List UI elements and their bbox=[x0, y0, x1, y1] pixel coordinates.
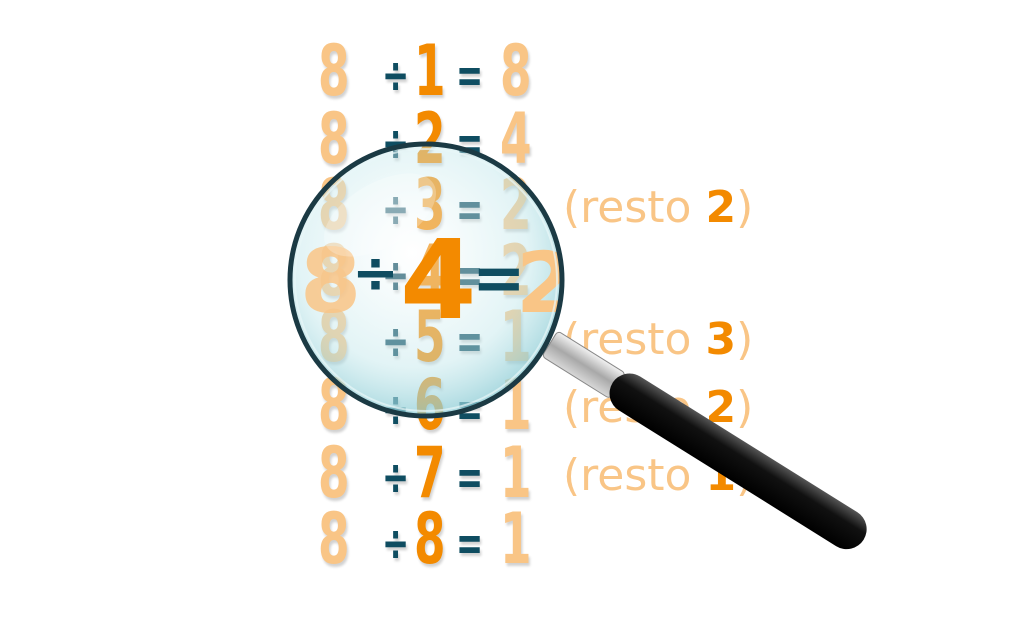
divisor-digit: 7 bbox=[414, 432, 446, 514]
divisor-digit: 8 bbox=[414, 498, 446, 580]
divide-sign: ÷ bbox=[382, 448, 410, 506]
remainder-label: (resto bbox=[563, 450, 706, 501]
magnified-quotient: 2 bbox=[516, 234, 574, 332]
magnifier-lens bbox=[290, 144, 562, 416]
remainder-note: (resto 1) bbox=[563, 446, 753, 506]
remainder-close: ) bbox=[736, 182, 754, 233]
divisor-digit: 1 bbox=[414, 30, 446, 112]
equals-sign: = bbox=[456, 514, 484, 572]
magnified-dividend: 8 bbox=[300, 230, 361, 333]
magnified-divide-sign: ÷ bbox=[352, 241, 399, 306]
dividend-digit: 8 bbox=[318, 30, 350, 112]
divide-sign: ÷ bbox=[382, 514, 410, 572]
magnifier-handle bbox=[542, 331, 867, 550]
quotient-digit: 1 bbox=[500, 432, 532, 514]
remainder-value: 2 bbox=[705, 182, 737, 233]
magnified-equals-sign: = bbox=[472, 242, 526, 316]
magnified-divisor: 4 bbox=[400, 216, 477, 344]
quotient-digit: 1 bbox=[500, 498, 532, 580]
dividend-digit: 8 bbox=[318, 432, 350, 514]
remainder-note: (resto 2) bbox=[563, 178, 753, 238]
quotient-digit: 8 bbox=[500, 30, 532, 112]
equals-sign: = bbox=[456, 46, 484, 104]
magnified-equation: 8 ÷ 4 = 2 bbox=[300, 216, 574, 344]
remainder-close: ) bbox=[736, 314, 754, 365]
dividend-digit: 8 bbox=[318, 498, 350, 580]
equals-sign: = bbox=[456, 448, 484, 506]
divide-sign: ÷ bbox=[382, 46, 410, 104]
dividend-digit: 8 bbox=[318, 98, 350, 180]
remainder-label: (resto bbox=[563, 182, 706, 233]
remainder-close: ) bbox=[736, 382, 754, 433]
remainder-value: 3 bbox=[705, 314, 737, 365]
quotient-digit: 4 bbox=[500, 98, 532, 180]
